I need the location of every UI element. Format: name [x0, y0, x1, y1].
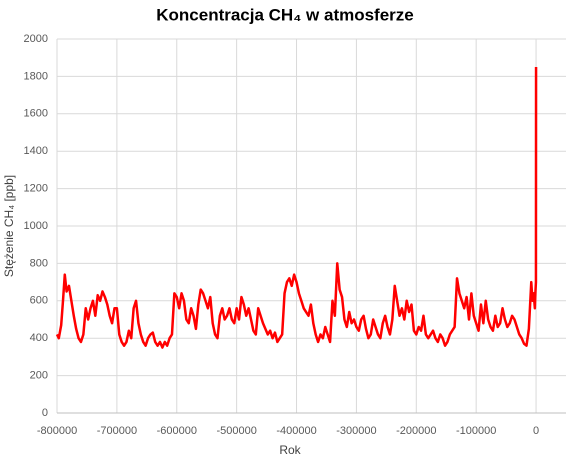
- y-tick-label: 0: [42, 407, 48, 419]
- y-axis-title: Stężenie CH₄ [ppb]: [2, 175, 16, 277]
- y-tick-label: 1800: [24, 70, 48, 82]
- y-tick-label: 800: [30, 257, 48, 269]
- x-tick-label: -400000: [276, 425, 316, 437]
- y-tick-label: 600: [30, 295, 48, 307]
- x-tick-label: 0: [533, 425, 539, 437]
- y-tick-label: 400: [30, 332, 48, 344]
- y-tick-label: 1000: [24, 220, 48, 232]
- y-tick-label: 200: [30, 370, 48, 382]
- y-tick-label: 1600: [24, 108, 48, 120]
- x-tick-label: -600000: [157, 425, 197, 437]
- x-tick-label: -700000: [97, 425, 137, 437]
- y-tick-label: 2000: [24, 33, 48, 45]
- y-tick-label: 1400: [24, 145, 48, 157]
- chart-title: Koncentracja CH₄ w atmosferze: [156, 5, 414, 24]
- x-tick-label: -500000: [216, 425, 256, 437]
- x-tick-label: -200000: [396, 425, 436, 437]
- x-tick-label: -800000: [37, 425, 77, 437]
- data-line: [55, 67, 538, 349]
- x-tick-label: -100000: [456, 425, 496, 437]
- y-tick-label: 1200: [24, 183, 48, 195]
- x-axis-title: Rok: [279, 443, 301, 457]
- x-tick-label: -300000: [336, 425, 376, 437]
